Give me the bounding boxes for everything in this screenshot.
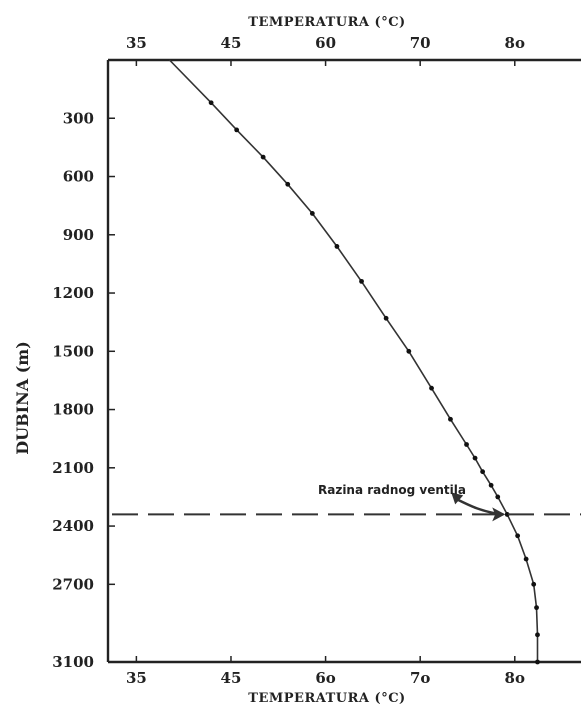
x-tick-label-top: 70 (410, 34, 431, 52)
data-point (472, 455, 478, 461)
y-tick-label: 2700 (52, 575, 94, 593)
y-tick-label: 1500 (52, 342, 94, 360)
tick-labels: 35 45 60 70 8o 35 45 6o 7o 8o 300 600 900 1200 1500 180… (52, 34, 525, 687)
data-point (309, 211, 315, 216)
titles: TEMPERATURA (°C) TEMPERATURA (°C) DUBINA (… (13, 15, 405, 706)
data-point (359, 278, 364, 284)
data-point (534, 605, 539, 611)
x-tick-label-top: 45 (221, 34, 242, 52)
data-point (334, 244, 340, 249)
data-point (504, 512, 510, 517)
data-point (523, 556, 529, 562)
data-point (535, 632, 540, 638)
x-tick-label-bottom: 7o (410, 669, 430, 687)
data-point (448, 416, 453, 422)
x-tick-label-bottom: 6o (315, 669, 335, 687)
y-axis-title: DUBINA (m) (13, 341, 32, 455)
data-point (383, 315, 389, 321)
temperature-curve (168, 59, 539, 662)
x-tick-label-top: 8o (505, 34, 525, 52)
data-point (464, 442, 469, 447)
annotation-label: Razina radnog ventila (318, 483, 466, 497)
y-tick-label: 600 (63, 168, 94, 186)
data-point (495, 494, 501, 500)
data-point (480, 469, 486, 475)
x-tick-label-top: 60 (315, 34, 336, 52)
data-point (234, 127, 240, 133)
data-point (406, 348, 412, 354)
top-axis-title: TEMPERATURA (°C) (248, 15, 405, 30)
data-point (515, 533, 521, 539)
y-tick-label: 3100 (52, 653, 94, 671)
data-point (531, 581, 537, 587)
y-tick-label: 1200 (52, 284, 94, 302)
annotation-arrow-tail (451, 492, 464, 505)
data-point (285, 181, 291, 187)
x-tick-label-bottom: 45 (221, 669, 242, 687)
y-tick-label: 2400 (52, 517, 94, 535)
x-tick-label-top: 35 (126, 34, 147, 52)
y-tick-label: 300 (63, 109, 94, 127)
tick-marks (108, 60, 516, 663)
bottom-axis-title: TEMPERATURA (°C) (248, 691, 405, 706)
data-point (535, 659, 540, 665)
data-point (488, 482, 494, 488)
y-tick-label: 1800 (52, 401, 94, 419)
annotation: Razina radnog ventila (112, 483, 581, 522)
data-point (260, 154, 266, 160)
data-series (168, 59, 540, 665)
data-point (208, 100, 214, 106)
annotation-arrowhead (492, 507, 506, 522)
y-tick-label: 2100 (52, 459, 94, 477)
x-tick-label-bottom: 8o (505, 669, 525, 687)
data-point (429, 385, 434, 391)
x-tick-label-bottom: 35 (126, 669, 147, 687)
y-tick-label: 900 (63, 226, 94, 244)
axes (106, 58, 581, 664)
